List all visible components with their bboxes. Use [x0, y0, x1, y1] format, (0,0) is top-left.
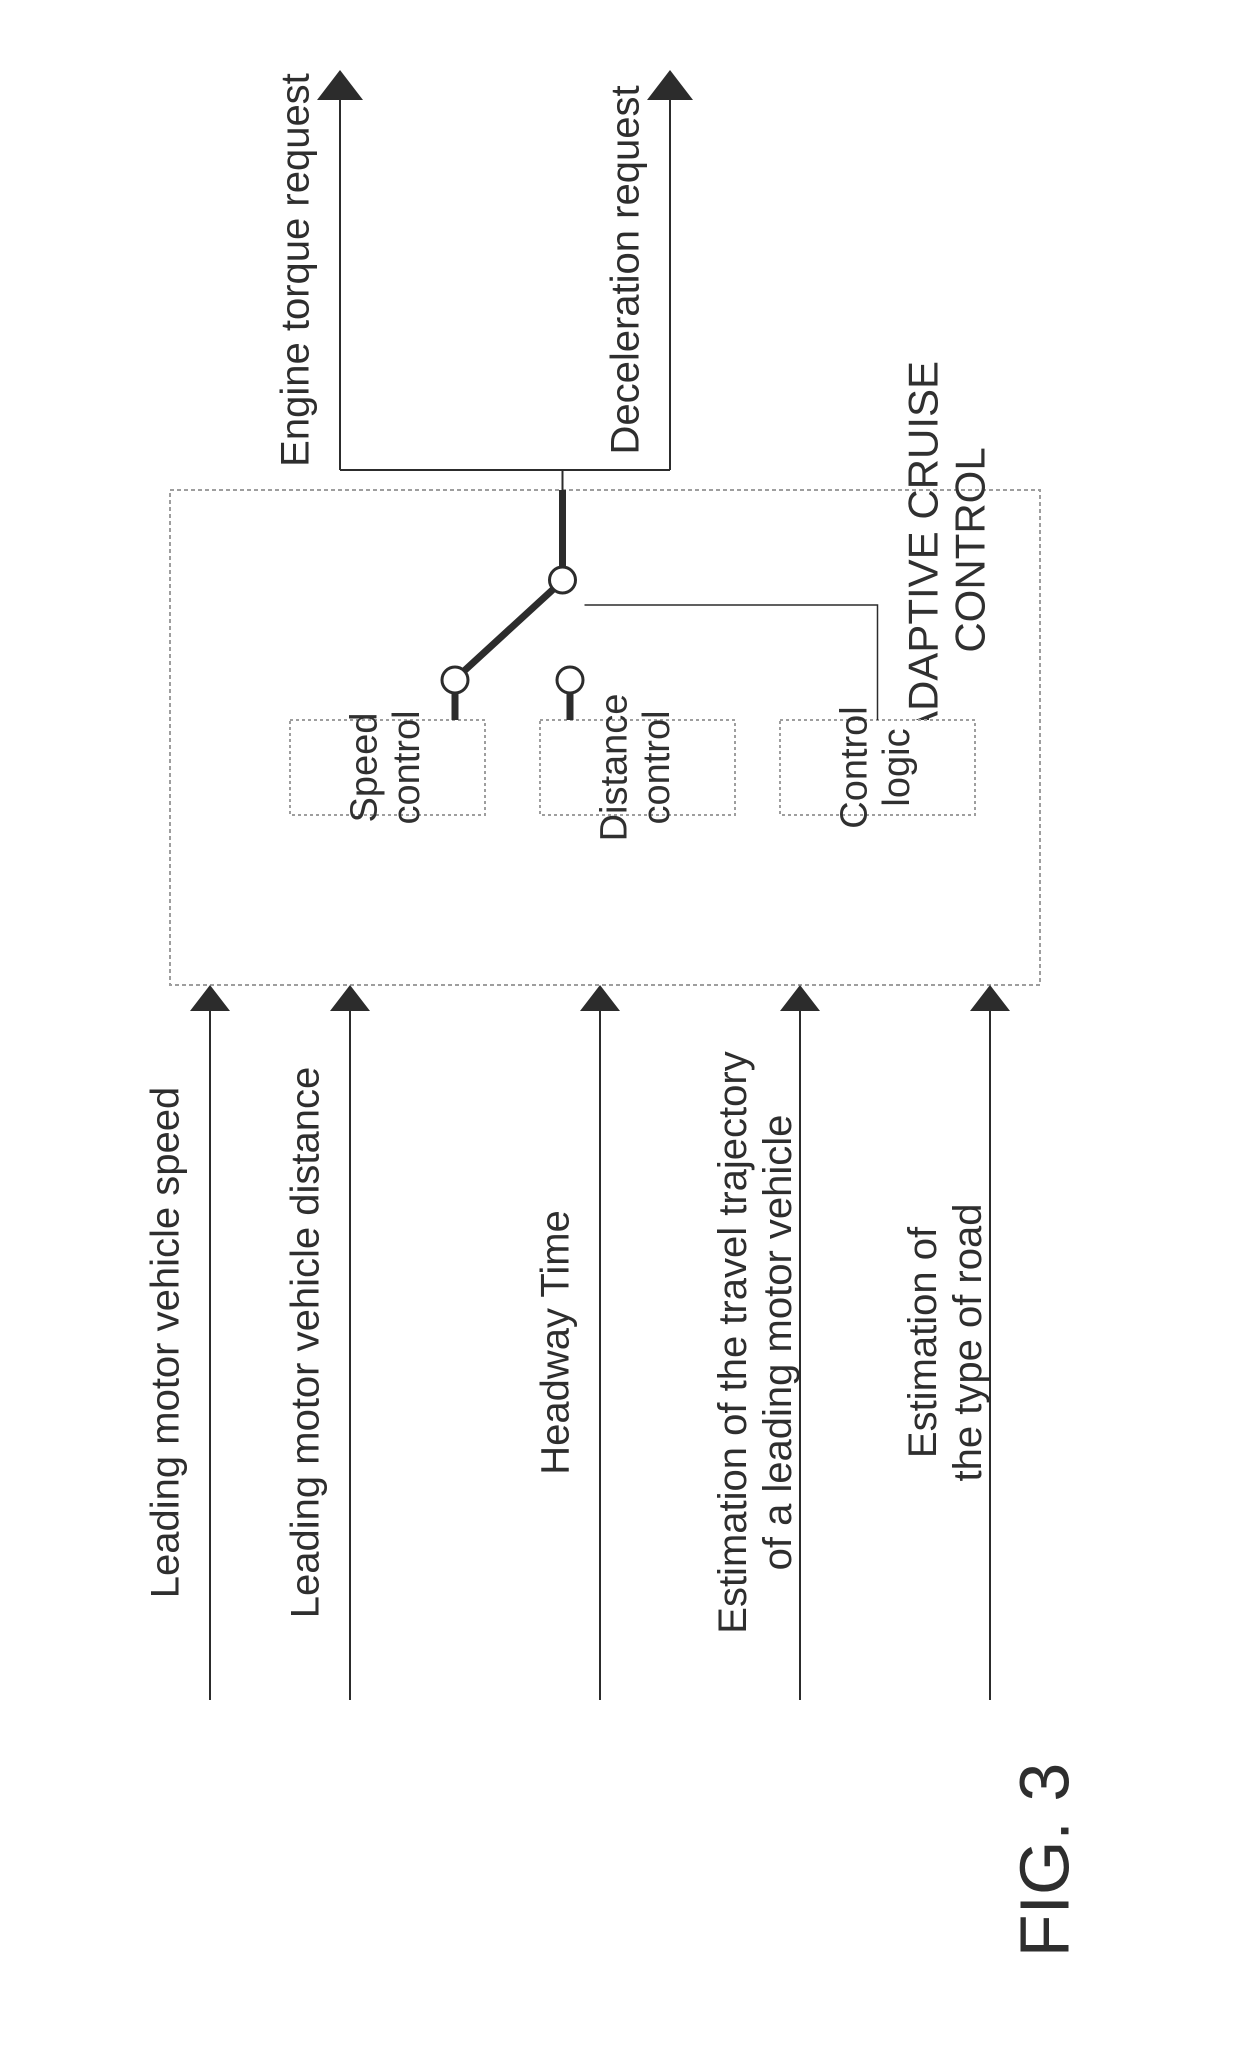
svg-text:the type of road: the type of road: [946, 1204, 990, 1482]
switch-c1: [442, 667, 468, 693]
switch-pivot: [550, 567, 576, 593]
svg-text:logic: logic: [876, 728, 918, 806]
label-out-torque: Engine torque request: [274, 73, 318, 467]
svg-text:Headway Time: Headway Time: [534, 1210, 578, 1475]
svg-text:Estimation of: Estimation of: [901, 1226, 945, 1458]
block-distance-label: Distancecontrol: [593, 694, 678, 842]
svg-text:Estimation of the travel traje: Estimation of the travel trajectory: [711, 1051, 755, 1633]
diagram-canvas: ADAPTIVE CRUISECONTROLSpeedcontrolDistan…: [0, 0, 1240, 2066]
svg-text:control: control: [636, 710, 678, 824]
svg-text:control: control: [386, 710, 428, 824]
svg-text:Speed: Speed: [343, 713, 385, 823]
svg-text:Leading motor vehicle speed: Leading motor vehicle speed: [144, 1087, 188, 1598]
label-in-traj: Estimation of the travel trajectoryof a …: [711, 1051, 800, 1633]
svg-text:Distance: Distance: [593, 694, 635, 842]
switch-c2: [557, 667, 583, 693]
svg-text:Control: Control: [833, 706, 875, 829]
label-out-decel: Deceleration request: [604, 85, 648, 454]
label-in-distance: Leading motor vehicle distance: [284, 1067, 328, 1618]
svg-text:FIG. 3: FIG. 3: [1005, 1763, 1083, 1957]
block-speed-label: Speedcontrol: [343, 710, 428, 824]
svg-text:Engine torque request: Engine torque request: [274, 73, 318, 467]
label-in-speed: Leading motor vehicle speed: [144, 1087, 188, 1598]
svg-text:of a leading motor vehicle: of a leading motor vehicle: [756, 1115, 800, 1571]
label-in-headway: Headway Time: [534, 1210, 578, 1475]
svg-text:Deceleration request: Deceleration request: [604, 85, 648, 454]
figure-label: FIG. 3: [1005, 1763, 1083, 1957]
svg-text:ADAPTIVE CRUISE: ADAPTIVE CRUISE: [900, 361, 947, 739]
label-in-road: Estimation ofthe type of road: [901, 1204, 990, 1482]
svg-text:Leading motor vehicle distance: Leading motor vehicle distance: [284, 1067, 328, 1618]
svg-text:CONTROL: CONTROL: [947, 447, 994, 652]
